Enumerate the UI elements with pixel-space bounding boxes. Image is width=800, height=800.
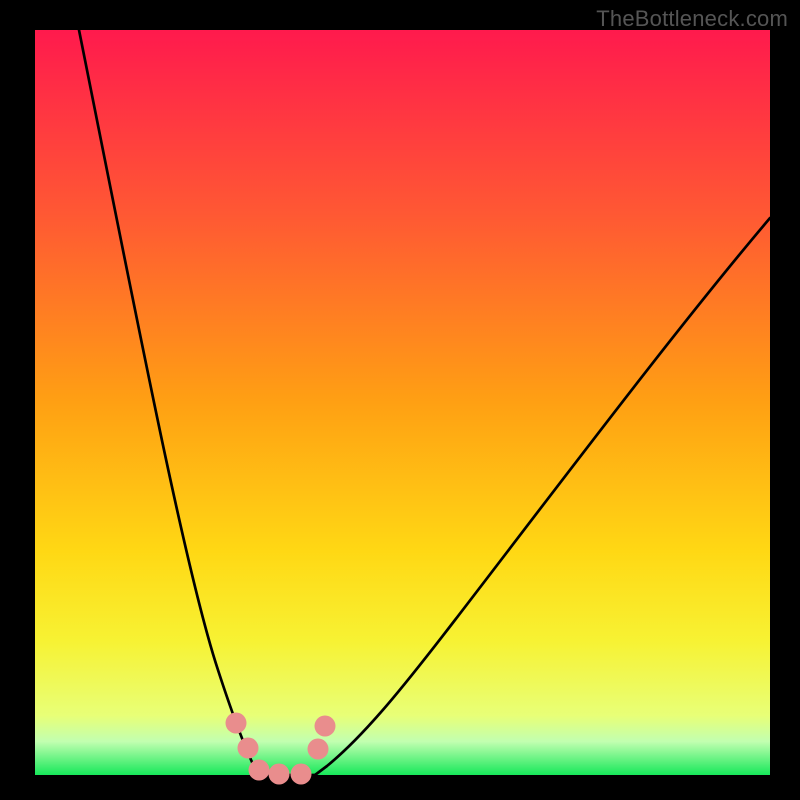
chart-svg bbox=[35, 30, 770, 775]
valley-marker bbox=[249, 760, 270, 781]
valley-marker bbox=[238, 738, 259, 759]
curve-left-branch bbox=[79, 30, 258, 775]
valley-marker bbox=[226, 713, 247, 734]
valley-marker bbox=[269, 764, 290, 785]
valley-marker bbox=[315, 716, 336, 737]
bottleneck-chart bbox=[35, 30, 770, 775]
valley-markers bbox=[226, 713, 336, 785]
watermark-text: TheBottleneck.com bbox=[596, 6, 788, 32]
valley-marker bbox=[291, 764, 312, 785]
curve-right-branch bbox=[315, 218, 770, 775]
valley-marker bbox=[308, 739, 329, 760]
